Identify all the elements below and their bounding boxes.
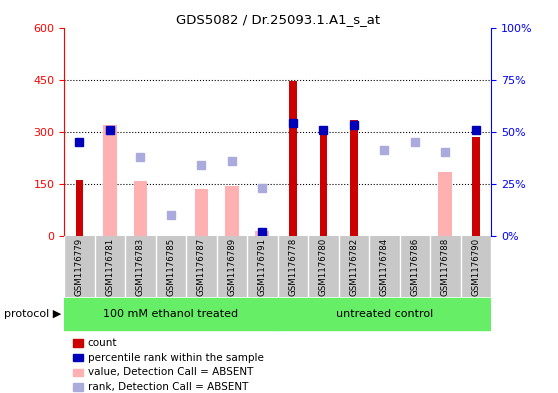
Text: GSM1176785: GSM1176785 xyxy=(166,238,175,296)
Bar xyxy=(73,383,83,391)
Text: GSM1176789: GSM1176789 xyxy=(227,238,237,296)
Text: untreated control: untreated control xyxy=(336,309,433,320)
Bar xyxy=(439,172,452,236)
Text: GSM1176787: GSM1176787 xyxy=(197,238,206,296)
Text: percentile rank within the sample: percentile rank within the sample xyxy=(88,353,263,363)
Text: GSM1176783: GSM1176783 xyxy=(136,238,145,296)
Text: GSM1176790: GSM1176790 xyxy=(472,238,480,296)
Bar xyxy=(350,119,358,236)
Text: 100 mM ethanol treated: 100 mM ethanol treated xyxy=(103,309,238,320)
Text: GSM1176779: GSM1176779 xyxy=(75,238,84,296)
Text: GSM1176786: GSM1176786 xyxy=(410,238,419,296)
Text: GSM1176781: GSM1176781 xyxy=(105,238,114,296)
Bar xyxy=(256,231,269,236)
Bar xyxy=(64,299,277,330)
Text: value, Detection Call = ABSENT: value, Detection Call = ABSENT xyxy=(88,367,253,377)
Text: GSM1176791: GSM1176791 xyxy=(258,238,267,296)
Text: GSM1176788: GSM1176788 xyxy=(441,238,450,296)
Title: GDS5082 / Dr.25093.1.A1_s_at: GDS5082 / Dr.25093.1.A1_s_at xyxy=(176,13,379,26)
Bar xyxy=(472,137,480,236)
Bar xyxy=(225,186,239,236)
Text: GSM1176782: GSM1176782 xyxy=(349,238,358,296)
Text: count: count xyxy=(88,338,117,348)
Bar xyxy=(289,81,297,236)
Bar xyxy=(73,369,83,376)
Bar xyxy=(73,340,83,347)
Text: protocol ▶: protocol ▶ xyxy=(4,309,61,320)
Bar xyxy=(103,125,117,236)
Bar xyxy=(73,354,83,361)
Text: rank, Detection Call = ABSENT: rank, Detection Call = ABSENT xyxy=(88,382,248,392)
Bar xyxy=(133,181,147,236)
Bar xyxy=(320,128,327,236)
Bar xyxy=(75,180,83,236)
Text: GSM1176780: GSM1176780 xyxy=(319,238,328,296)
Text: GSM1176778: GSM1176778 xyxy=(288,238,297,296)
Text: GSM1176784: GSM1176784 xyxy=(380,238,389,296)
Bar xyxy=(277,299,491,330)
Bar xyxy=(195,189,208,236)
